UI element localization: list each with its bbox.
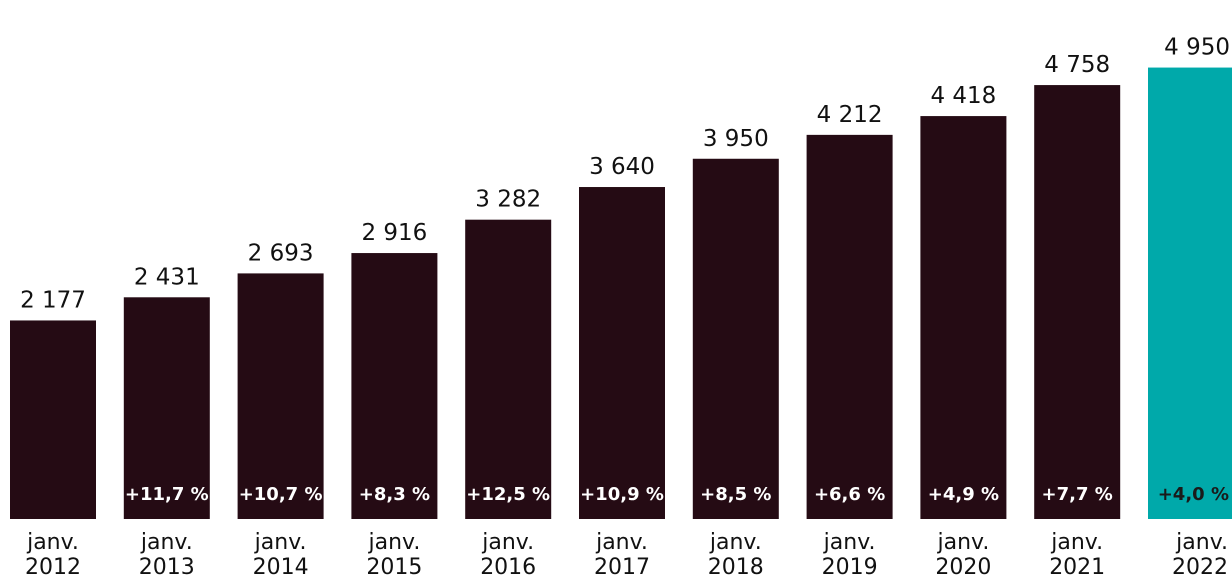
value-label-2022: 4 950 xyxy=(1164,35,1230,61)
growth-label-2021: +7,7 % xyxy=(1042,484,1113,505)
bar-2021 xyxy=(1034,85,1121,519)
bar-2013 xyxy=(123,297,210,519)
x-tick-label-2017: janv. 2017 xyxy=(594,530,650,579)
bar-2022 xyxy=(1148,67,1232,519)
x-tick-label-2016: janv. 2016 xyxy=(480,530,536,579)
growth-label-2014: +10,7 % xyxy=(239,484,323,505)
value-label-2014: 2 693 xyxy=(248,240,314,266)
x-tick-label-2013: janv. 2013 xyxy=(139,530,195,579)
bar-2014 xyxy=(237,273,324,519)
bar-2020 xyxy=(920,116,1007,519)
value-label-2015: 2 916 xyxy=(361,220,427,246)
growth-label-2017: +10,9 % xyxy=(580,484,664,505)
x-tick-label-2021: janv. 2021 xyxy=(1049,530,1105,579)
value-label-2021: 4 758 xyxy=(1044,52,1110,78)
growth-label-2018: +8,5 % xyxy=(700,484,771,505)
x-tick-label-2014: janv. 2014 xyxy=(253,530,309,579)
value-label-2013: 2 431 xyxy=(134,264,200,290)
growth-label-2016: +12,5 % xyxy=(466,484,550,505)
x-tick-label-2020: janv. 2020 xyxy=(935,530,991,579)
growth-label-2020: +4,9 % xyxy=(928,484,999,505)
growth-label-2022: +4,0 % xyxy=(1158,484,1229,505)
value-label-2012: 2 177 xyxy=(20,287,86,313)
value-label-2018: 3 950 xyxy=(703,126,769,152)
bar-2016 xyxy=(465,219,552,520)
x-tick-label-2022: janv. 2022 xyxy=(1172,530,1228,579)
growth-label-2013: +11,7 % xyxy=(125,484,209,505)
value-label-2020: 4 418 xyxy=(930,83,996,109)
value-label-2017: 3 640 xyxy=(589,154,655,180)
bar-2017 xyxy=(579,187,665,520)
x-tick-label-2018: janv. 2018 xyxy=(708,530,764,579)
x-tick-label-2012: janv. 2012 xyxy=(25,530,81,579)
x-tick-label-2019: janv. 2019 xyxy=(822,530,878,579)
growth-label-2019: +6,6 % xyxy=(814,484,885,505)
x-tick-label-2015: janv. 2015 xyxy=(366,530,422,579)
bar-2019 xyxy=(806,134,893,519)
bar-2012 xyxy=(10,320,96,519)
bar-2015 xyxy=(351,253,438,520)
growth-label-2015: +8,3 % xyxy=(359,484,430,505)
value-label-2019: 4 212 xyxy=(817,102,883,128)
bar-2018 xyxy=(692,158,779,519)
value-label-2016: 3 282 xyxy=(475,187,541,213)
